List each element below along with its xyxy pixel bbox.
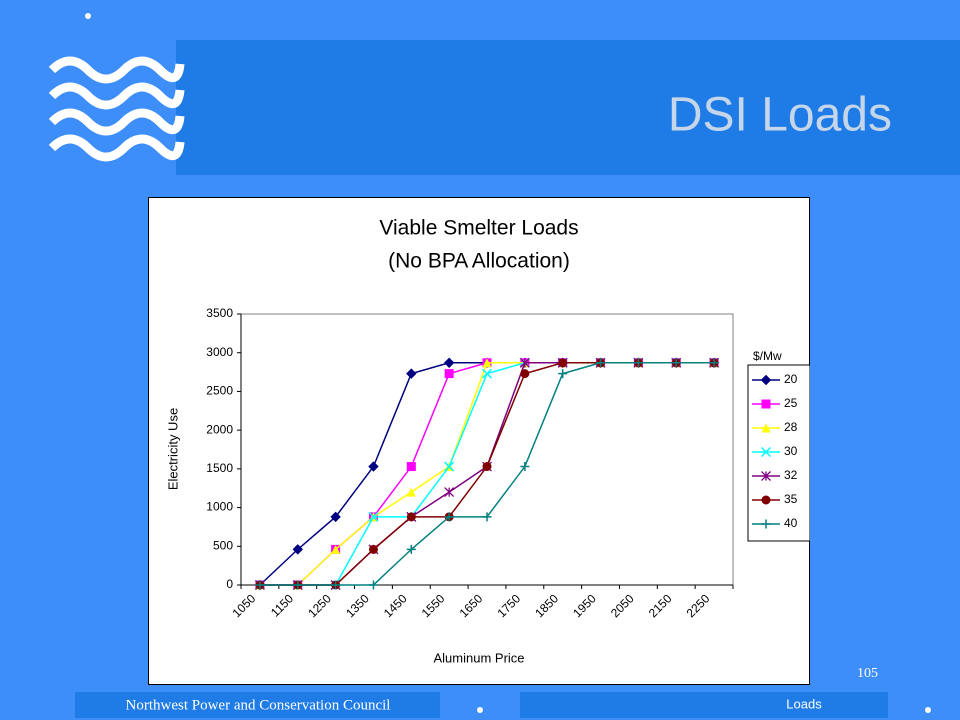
marker xyxy=(558,358,568,368)
y-tick-label: 2500 xyxy=(206,384,233,398)
marker xyxy=(671,358,681,368)
marker xyxy=(443,357,455,368)
marker xyxy=(481,368,493,379)
marker xyxy=(761,471,771,481)
legend-box xyxy=(747,364,810,542)
marker xyxy=(761,423,771,433)
footer-right: Loads xyxy=(786,696,822,711)
bullet-dot xyxy=(85,13,91,19)
y-tick-label: 500 xyxy=(213,538,233,552)
marker xyxy=(760,374,772,386)
slide-title: DSI Loads xyxy=(668,89,892,142)
marker xyxy=(255,580,265,590)
legend-label: 35 xyxy=(784,492,798,506)
marker xyxy=(444,461,455,472)
marker xyxy=(331,580,341,590)
marker xyxy=(761,495,771,505)
marker xyxy=(482,462,492,472)
chart-title: Viable Smelter Loads xyxy=(379,217,578,240)
marker xyxy=(444,512,454,522)
legend-label: 28 xyxy=(784,420,798,434)
y-tick-label: 3000 xyxy=(206,345,233,359)
marker xyxy=(406,462,416,472)
chart-frame xyxy=(148,197,810,685)
logo-waves xyxy=(48,56,185,162)
marker xyxy=(482,512,492,522)
chart: Viable Smelter Loads (No BPA Allocation) 0… xyxy=(148,197,810,685)
bullet-dot xyxy=(477,707,483,713)
marker xyxy=(330,511,341,523)
legend-label: 40 xyxy=(784,516,798,530)
marker xyxy=(596,358,606,368)
y-tick-label: 1500 xyxy=(206,461,233,475)
marker xyxy=(331,544,341,554)
marker xyxy=(406,544,416,554)
marker xyxy=(520,462,530,472)
marker xyxy=(482,358,492,368)
footer-left-bar xyxy=(75,692,440,718)
chart-title: (No BPA Allocation) xyxy=(388,250,570,273)
marker xyxy=(368,544,378,554)
legend-label: 20 xyxy=(784,372,798,386)
bullet-dot xyxy=(925,707,931,713)
marker xyxy=(709,358,719,368)
marker xyxy=(761,399,771,409)
marker xyxy=(519,357,530,368)
y-tick-label: 3500 xyxy=(206,306,233,320)
x-axis-label: Aluminum Price xyxy=(433,650,524,665)
footer-right-bar xyxy=(520,692,888,718)
page-number: 105 xyxy=(857,666,878,681)
marker xyxy=(368,580,378,590)
marker xyxy=(293,580,303,590)
legend-title: $/Mw xyxy=(753,349,782,363)
y-tick-label: 2000 xyxy=(206,422,233,436)
marker xyxy=(368,511,379,522)
marker xyxy=(444,487,455,498)
marker xyxy=(760,446,772,458)
marker xyxy=(520,369,530,379)
marker xyxy=(444,369,454,379)
y-axis-label: Electricity Use xyxy=(165,408,180,490)
marker xyxy=(406,487,416,497)
marker xyxy=(406,512,416,522)
footer-left: Northwest Power and Conservation Council xyxy=(126,697,391,713)
marker xyxy=(761,519,771,529)
marker xyxy=(406,368,417,379)
header-band xyxy=(176,40,960,175)
marker xyxy=(368,461,379,472)
y-tick-label: 1000 xyxy=(206,500,233,514)
marker xyxy=(292,544,303,555)
y-tick-label: 0 xyxy=(226,577,233,591)
marker xyxy=(633,358,643,368)
legend-label: 25 xyxy=(784,396,798,410)
legend-label: 32 xyxy=(784,468,798,482)
marker xyxy=(558,369,568,379)
legend-label: 30 xyxy=(784,444,798,458)
